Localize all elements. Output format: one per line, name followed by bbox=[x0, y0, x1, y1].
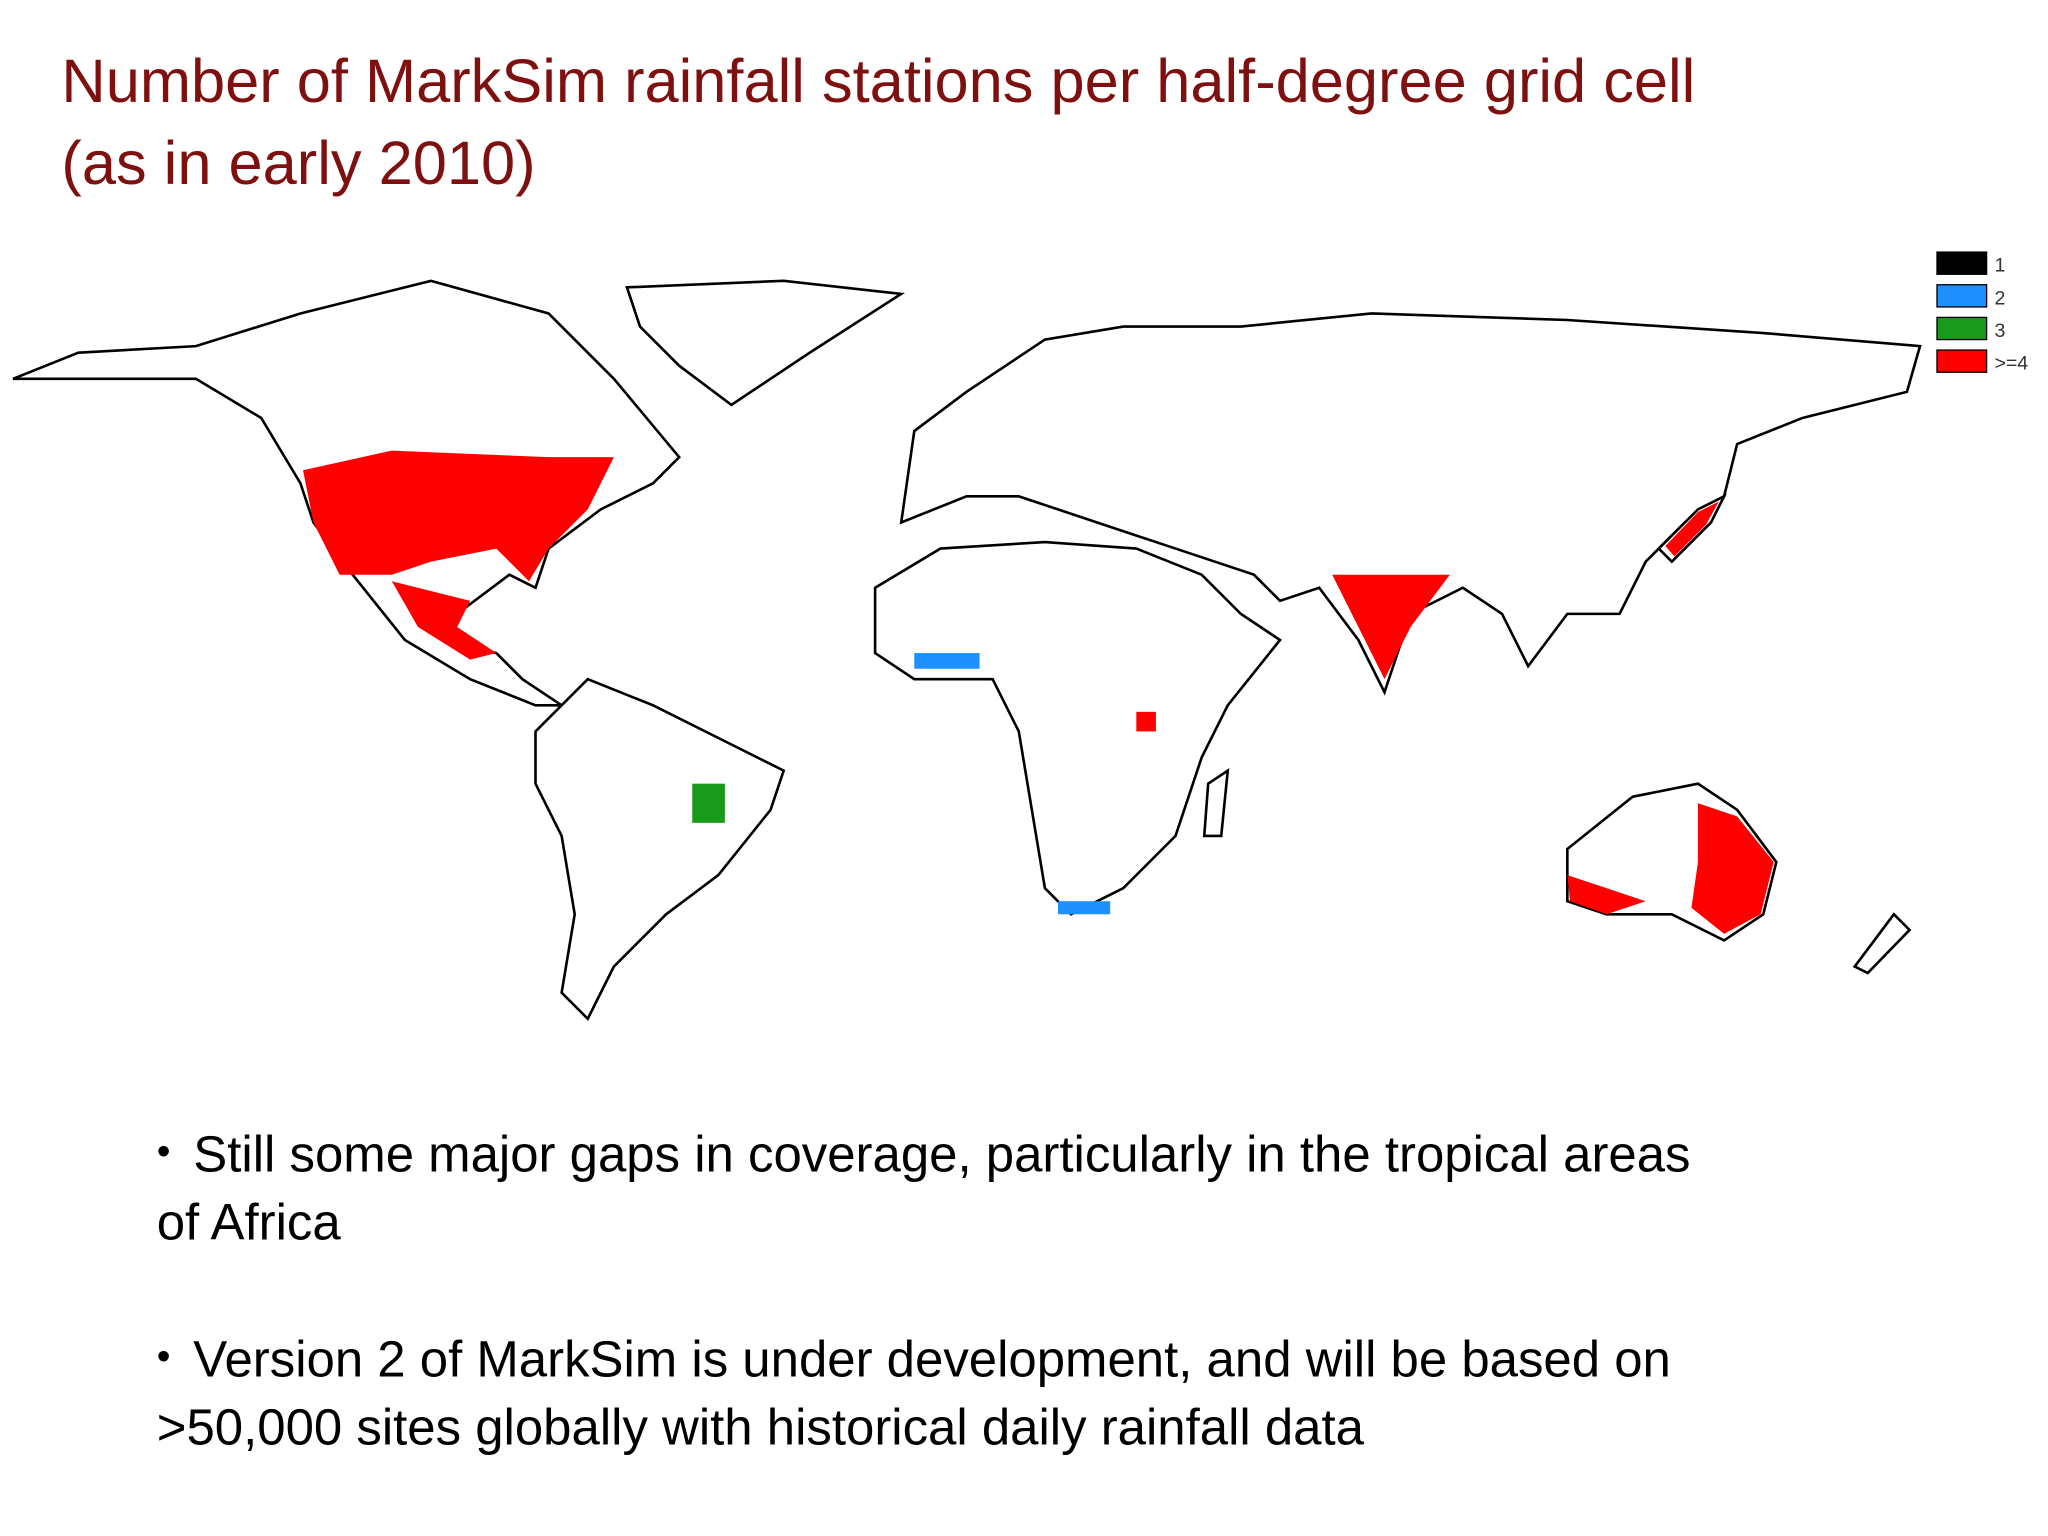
legend: 1 2 3 >=4 bbox=[1936, 251, 2028, 375]
africa bbox=[873, 540, 1282, 916]
legend-swatch bbox=[1936, 251, 1988, 275]
bullet-text: of Africa bbox=[157, 1194, 342, 1251]
world-map bbox=[12, 279, 1922, 1021]
greenland bbox=[625, 279, 906, 407]
station-density bbox=[1665, 501, 1719, 557]
station-density bbox=[1057, 901, 1111, 915]
station-density bbox=[1136, 711, 1156, 732]
legend-swatch bbox=[1936, 349, 1988, 373]
south-america bbox=[534, 677, 786, 1021]
madagascar bbox=[1202, 767, 1230, 838]
title-line: (as in early 2010) bbox=[61, 129, 535, 198]
bullet-list: • Still some major gaps in coverage, part… bbox=[157, 1126, 1691, 1456]
station-density bbox=[1691, 803, 1774, 934]
station-density bbox=[1332, 574, 1450, 680]
bullet-text: Still some major gaps in coverage, parti… bbox=[193, 1126, 1690, 1183]
station-density bbox=[692, 783, 725, 823]
new-zealand bbox=[1852, 912, 1912, 975]
bullet-dot: • bbox=[157, 1130, 171, 1173]
legend-label: 1 bbox=[1994, 255, 2005, 277]
legend-label: 3 bbox=[1994, 320, 2005, 342]
station-density bbox=[914, 653, 980, 669]
bullet-dot: • bbox=[157, 1335, 171, 1378]
legend-swatch bbox=[1936, 284, 1988, 308]
title-line: Number of MarkSim rainfall stations per … bbox=[61, 47, 1695, 116]
station-density bbox=[303, 450, 614, 582]
station-density bbox=[1567, 875, 1646, 915]
bullet-text: >50,000 sites globally with historical d… bbox=[157, 1399, 1365, 1456]
legend-label: 2 bbox=[1994, 287, 2005, 309]
legend-swatch bbox=[1936, 316, 1988, 341]
legend-label: >=4 bbox=[1994, 353, 2028, 375]
bullet-text: Version 2 of MarkSim is under developmen… bbox=[193, 1331, 1671, 1388]
eurasia bbox=[899, 312, 1922, 696]
